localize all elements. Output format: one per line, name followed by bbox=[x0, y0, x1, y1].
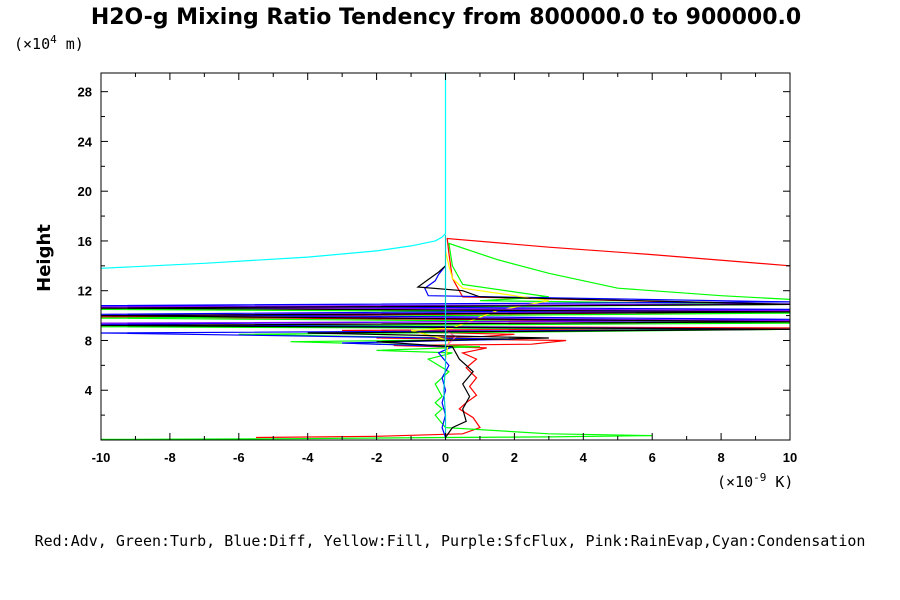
y-tick-label: 20 bbox=[78, 184, 92, 199]
chart-title: H2O-g Mixing Ratio Tendency from 800000.… bbox=[91, 5, 801, 30]
x-tick-label: -4 bbox=[302, 450, 314, 465]
y-tick-label: 24 bbox=[78, 134, 93, 149]
x-tick-label: 2 bbox=[511, 450, 518, 465]
x-unit-label: (×10-9 K) bbox=[717, 471, 793, 491]
y-axis-label: Height bbox=[34, 224, 55, 292]
series-line-6 bbox=[445, 329, 457, 348]
x-tick-label: 6 bbox=[649, 450, 656, 465]
x-tick-label: 0 bbox=[442, 450, 449, 465]
x-tick-label: 4 bbox=[580, 450, 588, 465]
series-legend: Red:Adv, Green:Turb, Blue:Diff, Yellow:F… bbox=[34, 532, 866, 550]
series-line-8 bbox=[100, 73, 447, 269]
x-tick-label: 10 bbox=[783, 450, 797, 465]
x-tick-label: -8 bbox=[164, 450, 176, 465]
y-tick-label: 12 bbox=[78, 284, 92, 299]
series-line-9 bbox=[443, 234, 447, 440]
x-tick-label: -2 bbox=[371, 450, 383, 465]
x-tick-label: -10 bbox=[92, 450, 111, 465]
y-tick-label: 4 bbox=[85, 383, 93, 398]
x-tick-label: -6 bbox=[233, 450, 245, 465]
x-tick-label: 8 bbox=[717, 450, 724, 465]
y-tick-label: 8 bbox=[85, 333, 92, 348]
y-unit-label: (×104 m) bbox=[14, 33, 84, 53]
y-tick-label: 28 bbox=[78, 85, 92, 100]
series-line-4 bbox=[410, 250, 550, 360]
series-lines bbox=[100, 73, 791, 440]
y-tick-label: 16 bbox=[78, 234, 92, 249]
